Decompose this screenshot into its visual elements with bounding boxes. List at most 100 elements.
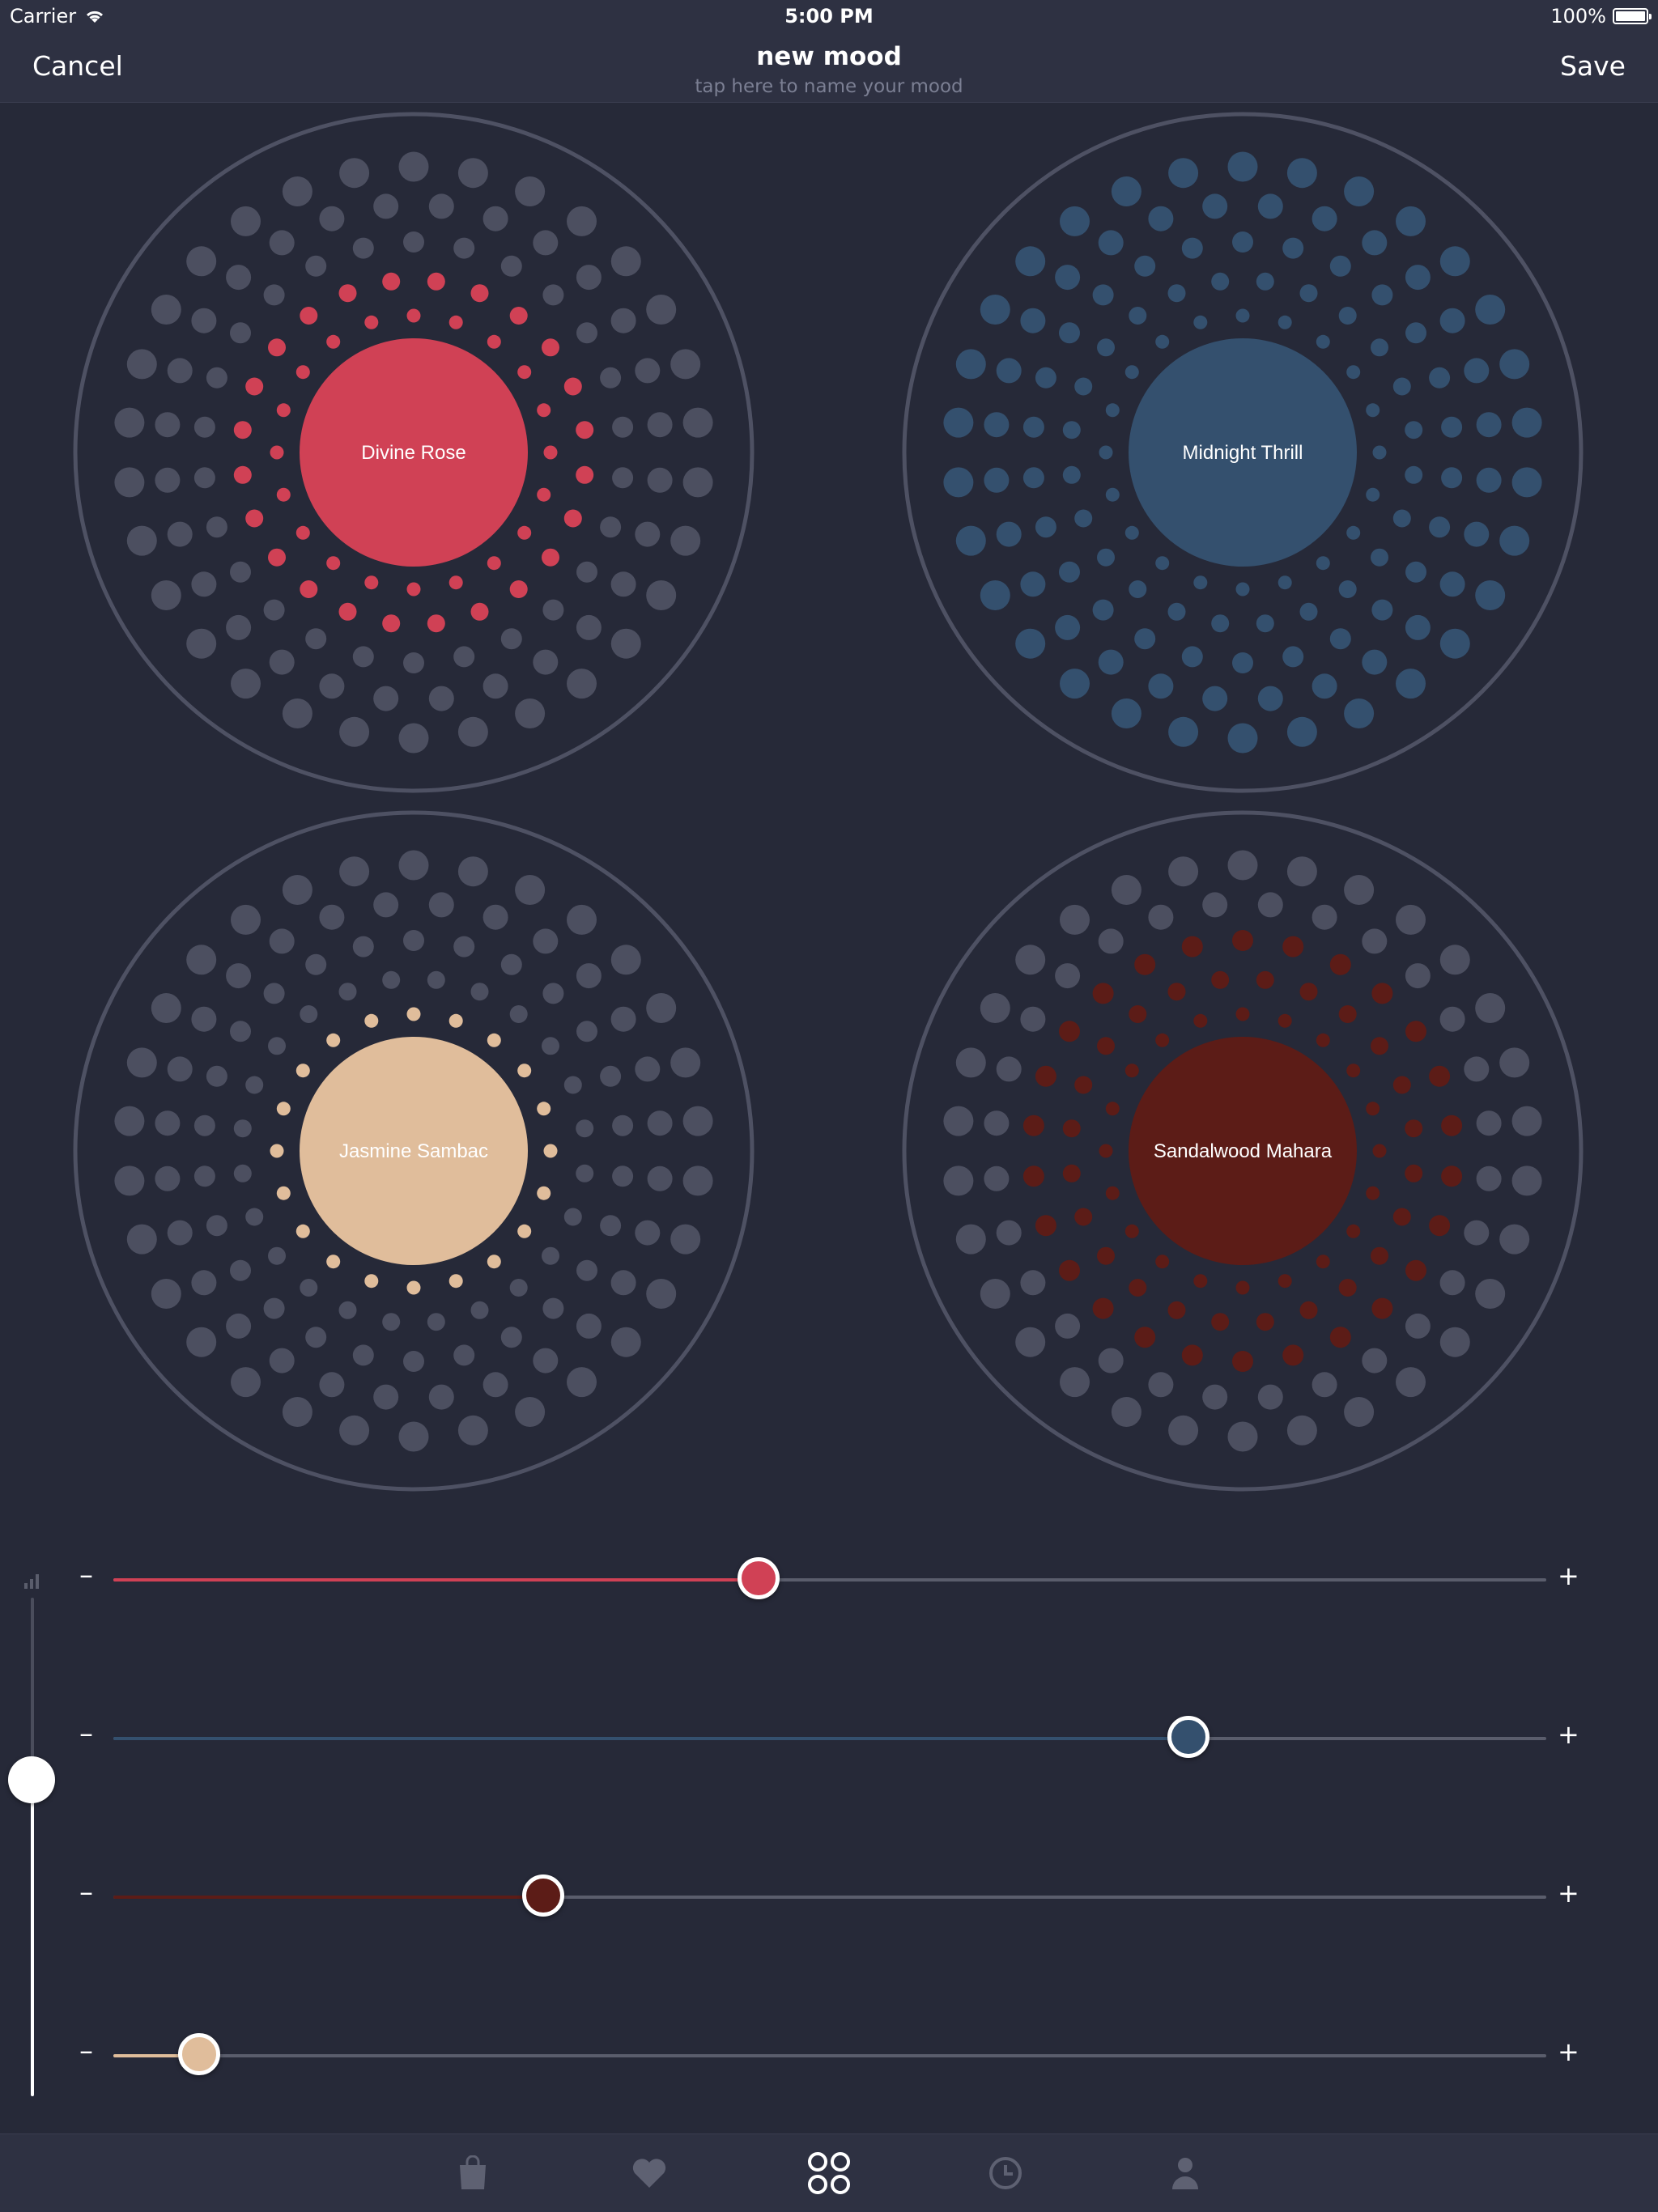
scent-dot (1015, 246, 1046, 277)
scent-slider[interactable]: – + (0, 1873, 1658, 1921)
scent-dot (1441, 467, 1463, 489)
scent-dot (483, 1372, 508, 1398)
mood-title[interactable]: new mood (756, 42, 902, 71)
scent-dot (245, 509, 264, 528)
scent-dot (1499, 525, 1530, 556)
scent-dot (319, 673, 345, 699)
scent-dot (1405, 322, 1426, 344)
slider-fill (113, 2054, 200, 2057)
scent-dot (1074, 509, 1093, 528)
scent-center-disc[interactable] (300, 338, 528, 567)
increase-button[interactable]: + (1558, 2036, 1579, 2067)
scent-dot (1371, 1297, 1393, 1319)
scent-dot (1059, 1259, 1080, 1281)
scent-dot (1278, 575, 1292, 590)
slider-thumb[interactable] (178, 2033, 221, 2075)
master-intensity-fill (31, 1779, 34, 2096)
scent-dot (352, 936, 374, 957)
scent-slider[interactable]: – + (0, 1556, 1658, 1604)
scent-dot (1035, 516, 1056, 538)
scent-dot (364, 575, 379, 590)
scent-dot (1232, 231, 1253, 253)
scent-dot (1092, 599, 1114, 621)
scent-circle[interactable]: Sandalwood Mahara (902, 810, 1584, 1492)
scent-dot (155, 1110, 181, 1136)
save-button[interactable]: Save (1559, 50, 1626, 82)
increase-button[interactable]: + (1558, 1719, 1579, 1750)
master-intensity-thumb[interactable] (8, 1756, 55, 1803)
scent-slider[interactable]: – + (0, 2032, 1658, 2080)
scent-dot (1329, 953, 1351, 975)
scent-dot (406, 582, 421, 597)
scent-circle[interactable]: Jasmine Sambac (73, 810, 755, 1492)
scent-dot (1371, 338, 1388, 357)
scent-dot (295, 1064, 310, 1078)
scent-slider[interactable]: – + (0, 1714, 1658, 1763)
scent-dot (576, 1259, 597, 1281)
scent-dot (427, 272, 445, 291)
slider-track[interactable] (113, 1896, 1546, 1899)
scent-dot (1439, 308, 1465, 333)
scent-dot (1499, 349, 1530, 380)
scent-dot (245, 1208, 264, 1226)
scent-dot (326, 1033, 341, 1047)
tab-profile[interactable] (1161, 2149, 1209, 2197)
decrease-button[interactable]: – (79, 1559, 93, 1591)
scent-dot (1256, 272, 1274, 291)
tab-shop[interactable] (449, 2149, 497, 2197)
scent-dot (600, 1065, 622, 1087)
scent-dot (1062, 1164, 1081, 1182)
decrease-button[interactable]: – (79, 1876, 93, 1908)
scent-dot (567, 206, 597, 236)
scent-dot (1439, 628, 1470, 659)
scent-dot (1099, 445, 1113, 460)
scent-dot (1035, 367, 1056, 388)
increase-button[interactable]: + (1558, 1560, 1579, 1591)
scent-dot (1035, 1215, 1056, 1237)
scent-dot (167, 1220, 193, 1246)
slider-thumb[interactable] (522, 1874, 564, 1917)
scent-dot (193, 1165, 215, 1187)
tab-favorites[interactable] (625, 2149, 674, 2197)
scent-circle[interactable]: Midnight Thrill (902, 112, 1584, 793)
scent-dot (427, 1313, 445, 1331)
scent-dot (517, 525, 532, 540)
scent-dot (955, 1224, 986, 1255)
scent-dot (276, 487, 291, 502)
scent-dot (487, 556, 501, 571)
decrease-button[interactable]: – (79, 1717, 93, 1750)
scent-dot (1476, 1110, 1502, 1136)
scent-dot (1511, 407, 1542, 438)
cancel-button[interactable]: Cancel (32, 50, 123, 82)
scent-dot (1235, 582, 1250, 597)
tab-moods[interactable] (805, 2149, 853, 2197)
scent-dot (339, 1415, 370, 1446)
scent-dot (1405, 1164, 1423, 1182)
slider-track[interactable] (113, 2054, 1546, 2057)
scent-dot (1227, 151, 1258, 182)
scent-dot (1235, 1280, 1250, 1295)
scent-circle[interactable]: Divine Rose (73, 112, 755, 793)
scent-dot (263, 1297, 285, 1319)
scent-dot (449, 575, 463, 590)
increase-button[interactable]: + (1558, 1878, 1579, 1908)
slider-thumb[interactable] (1167, 1716, 1209, 1758)
scent-dot (576, 561, 597, 583)
decrease-button[interactable]: – (79, 2035, 93, 2067)
scent-dot (1299, 1301, 1318, 1319)
scent-dot (403, 231, 424, 253)
mood-name-hint[interactable]: tap here to name your mood (695, 76, 963, 97)
scent-dot (542, 548, 559, 567)
scent-dot (1371, 599, 1393, 621)
scent-center-disc[interactable] (1129, 1037, 1357, 1265)
slider-track[interactable] (113, 1578, 1546, 1582)
slider-thumb[interactable] (737, 1557, 780, 1599)
scent-dot (1464, 1056, 1490, 1082)
scent-dot (326, 556, 341, 571)
tab-history[interactable] (981, 2149, 1030, 2197)
scent-dot (1286, 158, 1317, 189)
scent-center-disc[interactable] (1129, 338, 1357, 567)
scent-dot (1441, 1165, 1463, 1187)
scent-name-label: Midnight Thrill (1183, 442, 1303, 464)
scent-center-disc[interactable] (300, 1037, 528, 1265)
